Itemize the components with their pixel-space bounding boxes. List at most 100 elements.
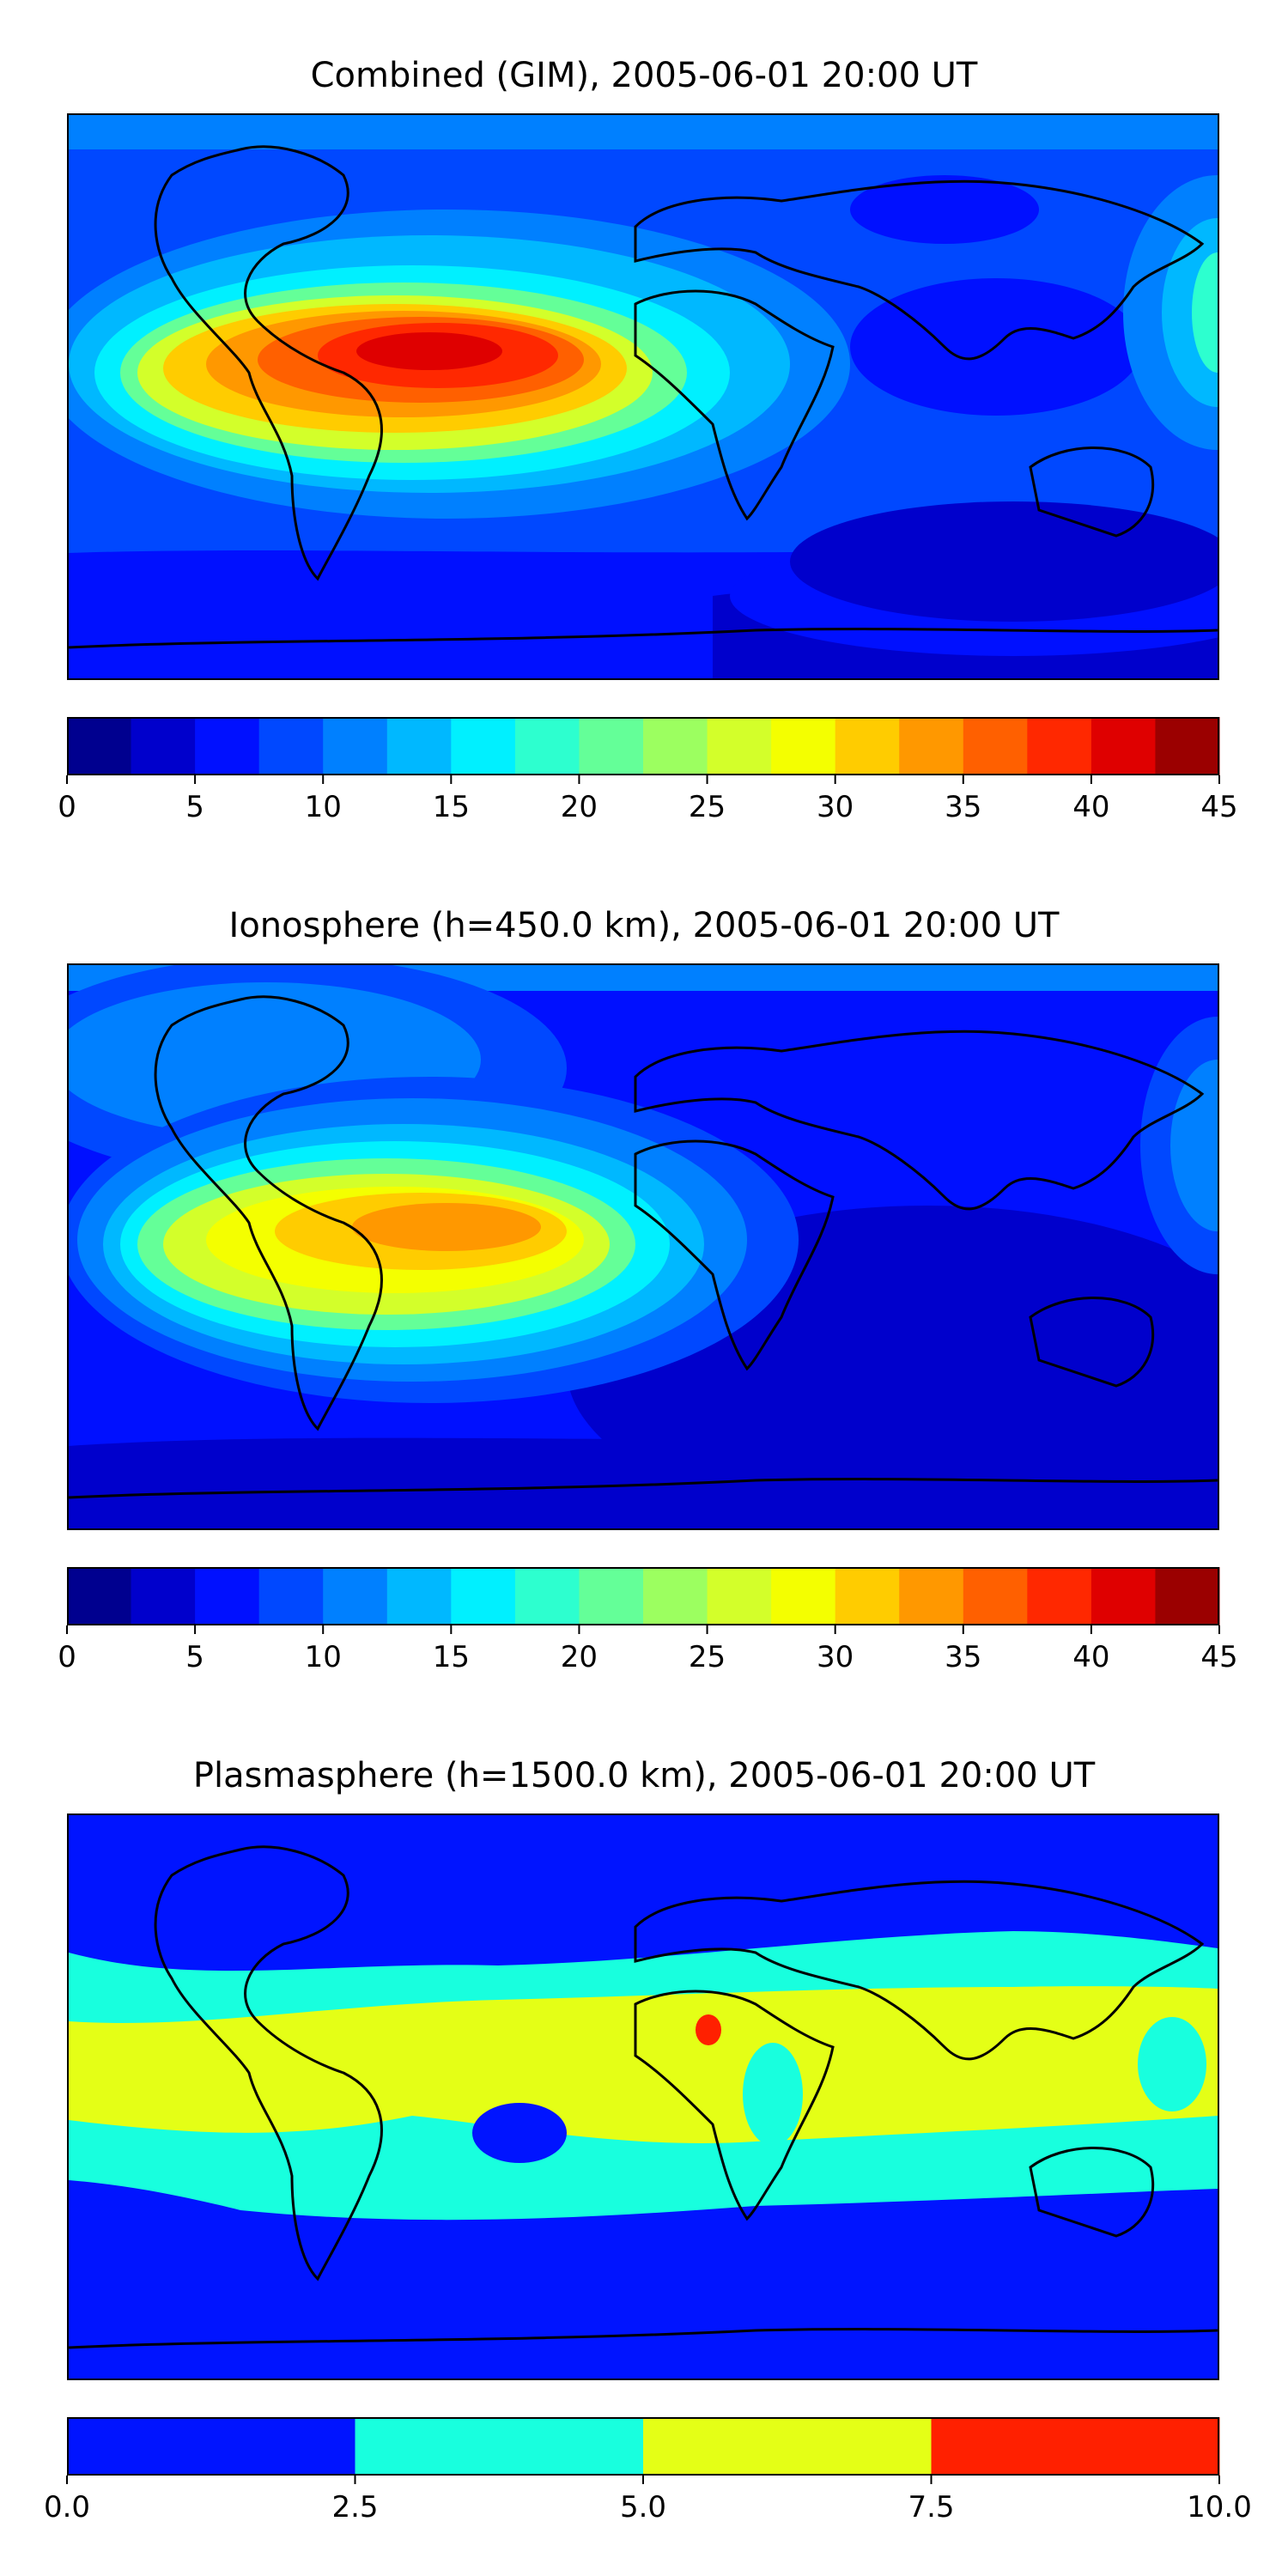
colorbar-segment	[899, 717, 964, 775]
colorbar-tick-label: 10	[305, 1640, 342, 1674]
colorbar-segment	[195, 1567, 260, 1625]
colorbar-segment	[386, 717, 452, 775]
colorbar-segment	[963, 1567, 1028, 1625]
colorbar-segment	[1155, 1567, 1220, 1625]
colorbar-tick-label: 7.5	[908, 2490, 954, 2524]
field-high	[696, 2014, 721, 2045]
colorbar-segment	[963, 717, 1028, 775]
map-combined	[67, 113, 1219, 680]
field-low	[790, 501, 1218, 622]
colorbar-segment	[323, 717, 388, 775]
colorbar-segment	[131, 717, 196, 775]
colorbar-tick-label: 25	[689, 1640, 726, 1674]
colorbar-segment	[67, 1567, 132, 1625]
colorbar-segment	[643, 1567, 708, 1625]
colorbar-tick-label: 25	[689, 790, 726, 824]
field-high	[1170, 1060, 1218, 1231]
colorbar-segment	[771, 1567, 836, 1625]
field-low	[850, 175, 1039, 244]
coastlines	[69, 1845, 1218, 2349]
coast-australia	[1029, 447, 1155, 538]
colorbar-svg: 0.0 2.5 5.0 7.5 10.0	[44, 2417, 1252, 2524]
colorbar-tick-label: 10.0	[1187, 2490, 1252, 2524]
map-ionosphere	[67, 963, 1219, 1530]
field-high	[356, 332, 502, 370]
colorbar-frame	[67, 2417, 1219, 2476]
colorbar-tick-label: 10	[305, 790, 342, 824]
coastlines	[69, 145, 1218, 649]
coast-australia	[1029, 2147, 1155, 2238]
field-mid	[743, 2043, 803, 2146]
colorbar-tick-label: 30	[817, 790, 854, 824]
colorbar-tick-label: 0.0	[44, 2490, 90, 2524]
colorbar-tick-label: 30	[817, 1640, 854, 1674]
colorbar-tick-label: 40	[1072, 1640, 1109, 1674]
colorbar-segment	[835, 1567, 900, 1625]
colorbar-tick-label: 5	[185, 790, 204, 824]
colorbar-plasmasphere: 0.0 2.5 5.0 7.5 10.0	[44, 2417, 1252, 2524]
tec-map-ionosphere	[69, 965, 1218, 1528]
colorbar-segment	[451, 717, 516, 775]
coast-antarctica	[69, 2328, 1218, 2349]
colorbar-segment	[643, 717, 708, 775]
colorbar-frame	[67, 1567, 1219, 1625]
tec-map-combined	[69, 115, 1218, 678]
coast-africa	[634, 289, 835, 521]
colorbar-segment	[931, 2417, 1220, 2476]
colorbar-segment	[258, 717, 324, 775]
coast-antarctica	[69, 1478, 1218, 1499]
colorbar-tick-label: 20	[561, 1640, 598, 1674]
coast-africa	[634, 1139, 835, 1371]
colorbar-segment	[355, 2417, 644, 2476]
colorbar-tick-label: 2.5	[331, 2490, 378, 2524]
colorbar-segment	[451, 1567, 516, 1625]
colorbar-tick-label: 0	[58, 790, 76, 824]
tec-map-plasmasphere	[69, 1815, 1218, 2379]
colorbar-svg: 0 5 10 15 20 25 30 35 40 45	[58, 1567, 1238, 1674]
colorbar-segment	[323, 1567, 388, 1625]
colorbar-segment	[514, 1567, 580, 1625]
coast-africa	[634, 1990, 835, 2221]
colorbar-tick-label: 5	[185, 1640, 204, 1674]
coast-eurasia	[634, 1880, 1205, 2061]
colorbar-segment	[1091, 717, 1156, 775]
field-mid	[1138, 2017, 1206, 2111]
coast-americas	[154, 145, 383, 581]
colorbar-tick-label: 35	[945, 790, 981, 824]
colorbar-tick-label: 15	[433, 1640, 470, 1674]
colorbar-segment	[579, 1567, 644, 1625]
panel-title-plasmasphere: Plasmasphere (h=1500.0 km), 2005-06-01 2…	[192, 1756, 1096, 1795]
colorbar-segment	[1155, 717, 1220, 775]
field-band	[69, 1986, 1218, 2144]
colorbar-segment	[195, 717, 260, 775]
colorbar-tick-label: 45	[1200, 1640, 1237, 1674]
panel-title-ionosphere: Ionosphere (h=450.0 km), 2005-06-01 20:0…	[228, 906, 1060, 945]
coast-antarctica	[69, 628, 1218, 649]
colorbar-segment	[835, 717, 900, 775]
colorbar-segment	[707, 717, 772, 775]
colorbar-segment	[258, 1567, 324, 1625]
colorbar-tick-label: 20	[561, 790, 598, 824]
colorbar-tick-label: 5.0	[620, 2490, 666, 2524]
coast-eurasia	[634, 179, 1205, 361]
colorbar-segment	[1027, 1567, 1092, 1625]
field-band	[69, 1437, 1218, 1528]
coast-eurasia	[634, 1030, 1205, 1211]
field-band	[69, 115, 1218, 149]
colorbar-segment	[707, 1567, 772, 1625]
coast-americas	[154, 1845, 383, 2281]
colorbar-ionosphere: 0 5 10 15 20 25 30 35 40 45	[58, 1567, 1238, 1674]
colorbar-combined: 0 5 10 15 20 25 30 35 40 45	[58, 717, 1238, 824]
colorbar-tick-label: 15	[433, 790, 470, 824]
colorbar-segment	[131, 1567, 196, 1625]
colorbar-segment	[1027, 717, 1092, 775]
panel-title-combined: Combined (GIM), 2005-06-01 20:00 UT	[310, 56, 978, 95]
colorbar-tick-label: 35	[945, 1640, 981, 1674]
colorbar-segment	[579, 717, 644, 775]
colorbar-tick-label: 0	[58, 1640, 76, 1674]
colorbar-segment	[67, 717, 132, 775]
colorbar-segment	[514, 717, 580, 775]
field-low	[472, 2103, 567, 2163]
colorbar-segment	[386, 1567, 452, 1625]
coast-americas	[154, 995, 383, 1431]
